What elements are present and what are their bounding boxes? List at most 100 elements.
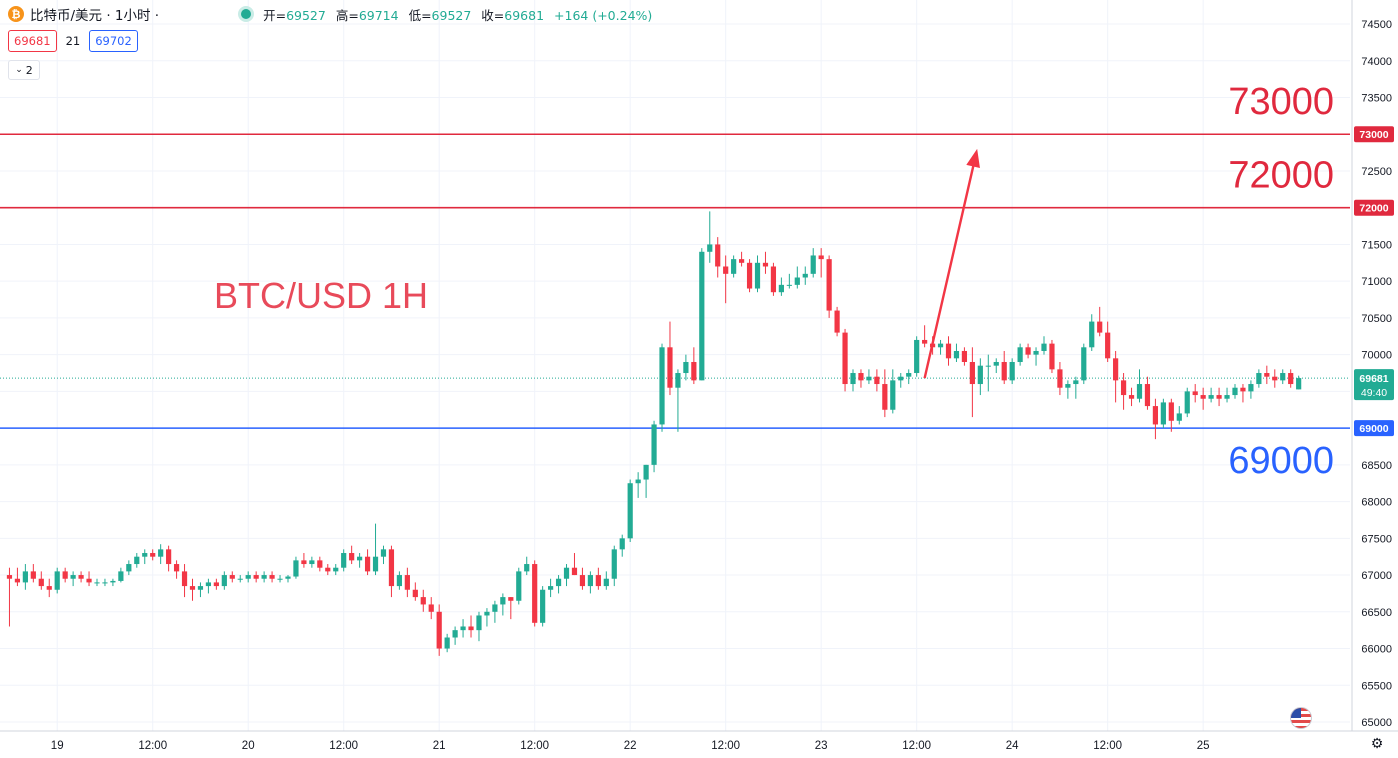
candle-body	[94, 582, 100, 584]
candle-body	[579, 575, 586, 587]
candle-body	[102, 582, 108, 584]
collapse-count: 2	[25, 63, 33, 77]
candle-body	[261, 575, 267, 579]
level-price-tag	[1354, 126, 1394, 143]
candle-body	[937, 343, 944, 348]
level-price-tag-label: 73000	[1359, 129, 1388, 141]
candle-body	[364, 556, 371, 572]
candle-body	[1288, 373, 1294, 385]
bitcoin-icon: ₿	[8, 6, 24, 22]
candle-body	[715, 244, 721, 267]
candle-body	[508, 597, 514, 601]
symbol-title[interactable]: 比特币/美元 · 1小时 ·	[30, 8, 160, 24]
candle-body	[818, 255, 824, 260]
ohlc-close-key: 收=	[481, 7, 505, 23]
candlesticks	[6, 211, 1302, 656]
spread-value: 21	[65, 34, 81, 48]
candle-body	[1200, 395, 1206, 399]
candle-body	[914, 339, 920, 374]
candle-body	[1136, 384, 1143, 399]
time-tick-label: 21	[433, 740, 446, 752]
candle-body	[150, 553, 156, 557]
candle-body	[62, 571, 68, 579]
time-tick-label: 25	[1197, 740, 1210, 752]
candle-body	[850, 373, 856, 385]
candle-body	[826, 259, 832, 311]
candle-body	[961, 350, 968, 362]
market-open-indicator	[241, 9, 252, 19]
candle-body	[659, 347, 665, 425]
candle-body	[1160, 402, 1166, 425]
time-tick-label: 19	[51, 740, 64, 752]
candle-body	[595, 575, 601, 587]
price-tick-label: 71500	[1361, 239, 1392, 251]
candle-body	[22, 571, 28, 583]
candle-body	[635, 479, 641, 484]
price-tick-label: 68000	[1361, 497, 1392, 509]
horizontal-levels: 73000 72000 69000	[0, 81, 1350, 482]
ohlc-values: 开=69527 高=69714 低=69527 收=69681 +164 (+0…	[263, 5, 658, 24]
price-tick-label: 65500	[1361, 680, 1392, 692]
time-tick-label: 12:00	[329, 740, 358, 752]
candle-body	[587, 575, 593, 587]
price-tick-label: 67000	[1361, 570, 1392, 582]
candle-body	[627, 483, 633, 539]
candle-body	[38, 578, 44, 587]
candle-body	[778, 284, 784, 293]
candle-body	[1280, 373, 1286, 381]
candle-body	[1049, 343, 1055, 370]
buy-button[interactable]: 69702	[89, 30, 138, 52]
price-tick-label: 72500	[1361, 166, 1392, 178]
candle-body	[1097, 321, 1103, 333]
candle-body	[571, 567, 578, 576]
price-tick-label: 66500	[1361, 607, 1392, 619]
candle-body	[476, 615, 482, 631]
candle-body	[1192, 391, 1198, 396]
candle-body	[380, 549, 387, 557]
time-tick-label: 12:00	[711, 740, 740, 752]
candle-body	[540, 589, 546, 623]
gear-icon[interactable]: ⚙	[1370, 736, 1384, 752]
level-price-tag-label: 69000	[1359, 423, 1388, 435]
candle-body	[603, 578, 609, 587]
price-tick-label: 74500	[1361, 19, 1392, 31]
time-tick-label: 12:00	[902, 740, 931, 752]
candle-body	[651, 424, 657, 465]
price-tick-label: 73500	[1361, 93, 1392, 105]
candle-body	[977, 365, 983, 385]
candle-body	[746, 262, 753, 289]
indicators-collapse-button[interactable]: ⌄ 2	[8, 60, 40, 80]
candle-body	[683, 361, 689, 374]
candle-body	[229, 575, 235, 579]
ohlc-low-value: 69527	[431, 7, 472, 23]
candle-body	[142, 553, 148, 557]
candle-body	[197, 586, 204, 590]
candle-body	[1264, 373, 1270, 377]
candle-body	[245, 575, 251, 579]
candle-body	[548, 586, 554, 590]
candle-body	[731, 259, 737, 274]
level-price-tag-label: 72000	[1359, 203, 1388, 215]
candle-body	[1073, 380, 1079, 385]
candle-body	[1232, 387, 1238, 396]
ohlc-high-key: 高=	[335, 7, 359, 23]
candle-body	[1128, 395, 1135, 399]
time-tick-label: 22	[624, 740, 637, 752]
candle-body	[945, 343, 952, 359]
price-tick-label: 68500	[1361, 460, 1392, 472]
candle-body	[1184, 391, 1190, 414]
candle-body	[46, 586, 52, 590]
candle-body	[874, 376, 880, 385]
level-price-tag	[1354, 199, 1394, 216]
candle-body	[1017, 347, 1023, 362]
candle-body	[1152, 406, 1159, 425]
ohlc-close-value: 69681	[504, 7, 545, 23]
candle-body	[802, 273, 808, 278]
us-flag-icon[interactable]	[1290, 707, 1312, 729]
candle-body	[341, 553, 347, 568]
candle-body	[1208, 395, 1214, 399]
sell-button[interactable]: 69681	[8, 30, 57, 52]
candle-body	[317, 560, 323, 568]
price-tick-label: 65000	[1361, 717, 1392, 729]
